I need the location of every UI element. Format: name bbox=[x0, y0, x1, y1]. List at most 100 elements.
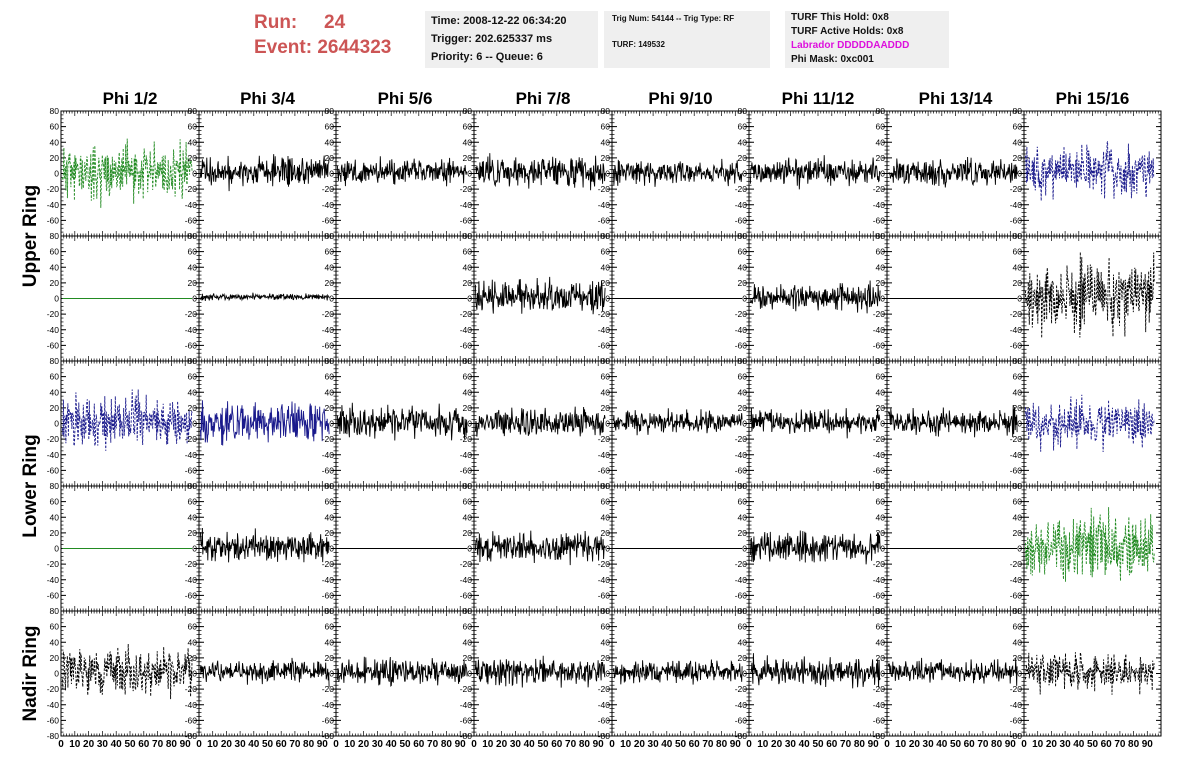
y-tick-label: 20 bbox=[1013, 403, 1023, 413]
y-tick-label: -40 bbox=[47, 575, 60, 585]
y-tick-label: 40 bbox=[1013, 387, 1023, 397]
y-tick-label: 0 bbox=[880, 419, 885, 429]
y-tick-label: -60 bbox=[735, 465, 748, 475]
event-label: Event: bbox=[254, 37, 313, 58]
waveform-trace bbox=[612, 408, 743, 436]
y-tick-label: 20 bbox=[738, 403, 748, 413]
y-tick-label: 60 bbox=[738, 372, 748, 382]
y-tick-label: -40 bbox=[460, 200, 473, 210]
y-tick-label: 20 bbox=[1013, 153, 1023, 163]
y-tick-label: 20 bbox=[325, 403, 335, 413]
y-tick-label: 40 bbox=[601, 137, 611, 147]
waveform-trace bbox=[336, 402, 468, 441]
y-tick-label: 0 bbox=[1017, 419, 1022, 429]
waveform-trace bbox=[199, 400, 330, 446]
y-tick-label: -60 bbox=[322, 340, 335, 350]
y-tick-label: 80 bbox=[1013, 106, 1023, 116]
y-tick-label: -40 bbox=[873, 200, 886, 210]
y-tick-label: -60 bbox=[322, 465, 335, 475]
y-tick-label: 40 bbox=[876, 387, 886, 397]
column-title: Phi 7/8 bbox=[516, 89, 571, 108]
y-tick-label: -20 bbox=[185, 434, 198, 444]
y-tick-label: -40 bbox=[598, 200, 611, 210]
y-tick-label: 0 bbox=[467, 419, 472, 429]
y-tick-label: 40 bbox=[325, 262, 335, 272]
waveform-trace bbox=[61, 389, 193, 451]
panel-frame bbox=[1023, 110, 1162, 237]
y-tick-label: 20 bbox=[188, 153, 198, 163]
y-tick-label: -20 bbox=[185, 309, 198, 319]
y-tick-label: 80 bbox=[325, 356, 335, 366]
y-tick-label: -60 bbox=[598, 465, 611, 475]
y-tick-label: 60 bbox=[325, 122, 335, 132]
turf-active-text: TURF Active Holds: 0x8 bbox=[791, 26, 904, 37]
y-tick-label: 20 bbox=[50, 153, 60, 163]
y-tick-label: 0 bbox=[54, 294, 59, 304]
y-tick-label: 40 bbox=[50, 262, 60, 272]
y-tick-label: 20 bbox=[50, 278, 60, 288]
y-tick-label: -60 bbox=[598, 340, 611, 350]
y-tick-label: 20 bbox=[325, 278, 335, 288]
y-tick-label: 0 bbox=[192, 419, 197, 429]
waveform-trace bbox=[888, 156, 1018, 188]
y-tick-label: 60 bbox=[738, 122, 748, 132]
waveform-trace bbox=[199, 154, 330, 192]
y-tick-label: 60 bbox=[188, 122, 198, 132]
y-tick-label: 40 bbox=[738, 137, 748, 147]
y-tick-label: 0 bbox=[742, 419, 747, 429]
y-tick-label: 40 bbox=[188, 387, 198, 397]
y-tick-label: -60 bbox=[873, 215, 886, 225]
column-title: Phi 9/10 bbox=[648, 89, 712, 108]
y-tick-label: -40 bbox=[322, 200, 335, 210]
y-tick-label: 80 bbox=[463, 356, 473, 366]
y-tick-label: -40 bbox=[598, 450, 611, 460]
y-tick-label: 0 bbox=[1017, 294, 1022, 304]
y-tick-label: 80 bbox=[738, 356, 748, 366]
y-tick-label: 60 bbox=[188, 247, 198, 257]
y-tick-label: 20 bbox=[876, 403, 886, 413]
y-tick-label: 60 bbox=[1013, 372, 1023, 382]
waveform-trace bbox=[612, 158, 743, 187]
y-tick-label: 80 bbox=[876, 231, 886, 241]
y-tick-label: -40 bbox=[735, 325, 748, 335]
y-tick-label: -40 bbox=[873, 325, 886, 335]
y-tick-label: 60 bbox=[325, 372, 335, 382]
column-title: Phi 3/4 bbox=[240, 89, 295, 108]
y-tick-label: 60 bbox=[876, 372, 886, 382]
y-tick-label: -60 bbox=[47, 340, 60, 350]
y-tick-label: -60 bbox=[47, 590, 60, 600]
y-tick-label: 0 bbox=[54, 169, 59, 179]
y-tick-label: -60 bbox=[460, 465, 473, 475]
y-tick-label: 20 bbox=[876, 153, 886, 163]
waveform-trace bbox=[887, 405, 1018, 438]
run-value: 24 bbox=[324, 12, 346, 33]
y-tick-label: 0 bbox=[880, 294, 885, 304]
trig-num-text: Trig Num: 54144 -- Trig Type: RF bbox=[612, 14, 735, 23]
time-text: Time: 2008-12-22 06:34:20 bbox=[431, 15, 567, 27]
panel-frame bbox=[198, 235, 337, 362]
labrador-text: Labrador DDDDDAADDD bbox=[791, 40, 910, 51]
y-tick-label: -20 bbox=[598, 434, 611, 444]
y-tick-label: 80 bbox=[325, 106, 335, 116]
y-tick-label: 80 bbox=[188, 106, 198, 116]
phi-mask-text: Phi Mask: 0xc001 bbox=[791, 54, 874, 65]
y-tick-label: -60 bbox=[322, 215, 335, 225]
y-tick-label: 60 bbox=[601, 247, 611, 257]
y-tick-label: 40 bbox=[463, 137, 473, 147]
column-title: Phi 5/6 bbox=[378, 89, 433, 108]
y-tick-label: 20 bbox=[188, 528, 198, 538]
y-tick-label: 80 bbox=[50, 481, 60, 491]
y-tick-label: 0 bbox=[605, 294, 610, 304]
waveform-trace bbox=[749, 155, 881, 190]
y-tick-label: 80 bbox=[876, 106, 886, 116]
y-tick-label: 40 bbox=[50, 387, 60, 397]
y-tick-label: 80 bbox=[50, 231, 60, 241]
y-tick-label: 60 bbox=[325, 247, 335, 257]
y-tick-label: -40 bbox=[322, 325, 335, 335]
y-tick-label: 40 bbox=[188, 137, 198, 147]
y-tick-label: 60 bbox=[463, 372, 473, 382]
y-tick-label: 80 bbox=[463, 106, 473, 116]
y-tick-label: -60 bbox=[460, 215, 473, 225]
y-tick-label: 80 bbox=[188, 356, 198, 366]
